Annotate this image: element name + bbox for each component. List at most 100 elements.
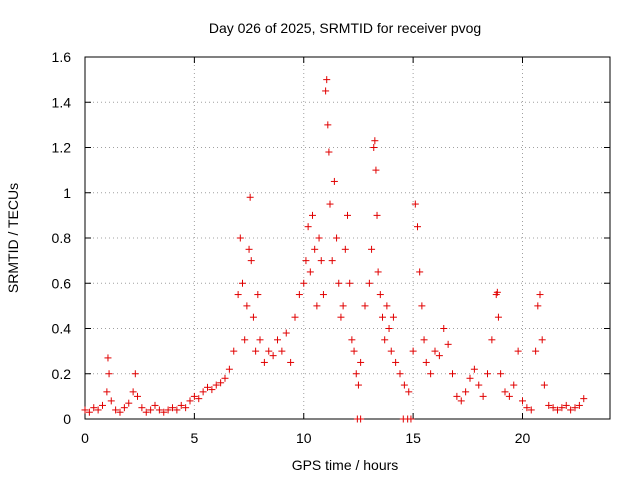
- data-point: [407, 415, 415, 423]
- data-point: [311, 245, 319, 253]
- data-point: [315, 234, 323, 242]
- data-point: [346, 279, 354, 287]
- data-point: [348, 336, 356, 344]
- data-point: [536, 291, 544, 299]
- data-point: [330, 177, 338, 185]
- y-tick-label: 1.4: [52, 94, 72, 110]
- data-point: [254, 291, 262, 299]
- data-point: [532, 347, 540, 355]
- data-point: [350, 347, 358, 355]
- data-point: [282, 329, 290, 337]
- data-point: [151, 401, 159, 409]
- data-point: [549, 404, 557, 412]
- data-point: [131, 370, 139, 378]
- data-point: [99, 401, 106, 409]
- data-point: [234, 291, 242, 299]
- data-point: [322, 87, 330, 95]
- data-point: [497, 370, 505, 378]
- data-point: [462, 388, 470, 396]
- data-point: [208, 386, 216, 394]
- data-point: [243, 302, 251, 310]
- data-point: [182, 404, 190, 412]
- data-point: [389, 313, 397, 321]
- data-point: [374, 268, 382, 276]
- data-point: [466, 374, 474, 382]
- x-tick-label: 15: [405, 430, 421, 446]
- data-point: [212, 381, 220, 389]
- data-point: [160, 408, 168, 416]
- data-point: [387, 347, 395, 355]
- data-point: [177, 401, 185, 409]
- data-point: [302, 257, 310, 265]
- data-point: [352, 370, 360, 378]
- x-tick-label: 10: [296, 430, 312, 446]
- data-point: [420, 336, 428, 344]
- data-point: [373, 211, 381, 219]
- data-point: [173, 406, 181, 414]
- data-point: [217, 379, 225, 387]
- data-point: [94, 406, 102, 414]
- data-point: [354, 381, 362, 389]
- data-point: [252, 347, 260, 355]
- data-point: [571, 404, 579, 412]
- data-point: [383, 302, 391, 310]
- data-point: [236, 234, 244, 242]
- data-point: [313, 302, 321, 310]
- data-point: [328, 257, 336, 265]
- data-point: [538, 336, 546, 344]
- data-point: [470, 365, 478, 373]
- x-tick-label: 0: [81, 430, 89, 446]
- data-point: [493, 288, 501, 296]
- data-point: [357, 415, 365, 423]
- data-point: [392, 358, 400, 366]
- data-point: [230, 347, 238, 355]
- data-point: [142, 408, 150, 416]
- data-point: [396, 370, 404, 378]
- x-tick-label: 20: [515, 430, 531, 446]
- data-point: [278, 347, 286, 355]
- data-point: [501, 388, 509, 396]
- data-point: [333, 234, 341, 242]
- data-point: [435, 352, 443, 360]
- data-point: [479, 392, 487, 400]
- data-point: [381, 336, 389, 344]
- data-point: [138, 404, 146, 412]
- data-point: [221, 374, 229, 382]
- data-point: [575, 401, 583, 409]
- data-point: [523, 404, 531, 412]
- data-point: [370, 144, 378, 151]
- data-point: [120, 404, 128, 412]
- data-point: [488, 336, 496, 344]
- data-point: [274, 336, 281, 344]
- data-point: [385, 325, 393, 332]
- data-point: [335, 279, 343, 287]
- data-point: [519, 397, 526, 405]
- data-point: [246, 193, 254, 201]
- data-point: [457, 397, 465, 405]
- data-point: [545, 401, 553, 409]
- data-point: [558, 404, 566, 412]
- data-point: [204, 383, 211, 391]
- y-tick-label: 1.6: [52, 49, 72, 65]
- data-point: [225, 365, 233, 373]
- data-point: [103, 388, 111, 396]
- data-point: [85, 408, 93, 416]
- data-point: [341, 245, 349, 253]
- data-point: [256, 336, 264, 344]
- y-axis-label: SRMTID / TECUs: [5, 183, 21, 293]
- data-point: [125, 399, 133, 407]
- data-point: [361, 302, 369, 310]
- data-point: [379, 313, 386, 321]
- data-point: [357, 358, 365, 366]
- data-point: [344, 211, 351, 219]
- data-point: [534, 302, 542, 310]
- data-point: [186, 397, 194, 405]
- data-point: [309, 211, 316, 219]
- data-point: [409, 347, 417, 355]
- data-point: [287, 358, 295, 366]
- data-point: [169, 404, 176, 412]
- data-point: [304, 223, 312, 231]
- data-point: [317, 257, 325, 265]
- data-point: [260, 358, 268, 366]
